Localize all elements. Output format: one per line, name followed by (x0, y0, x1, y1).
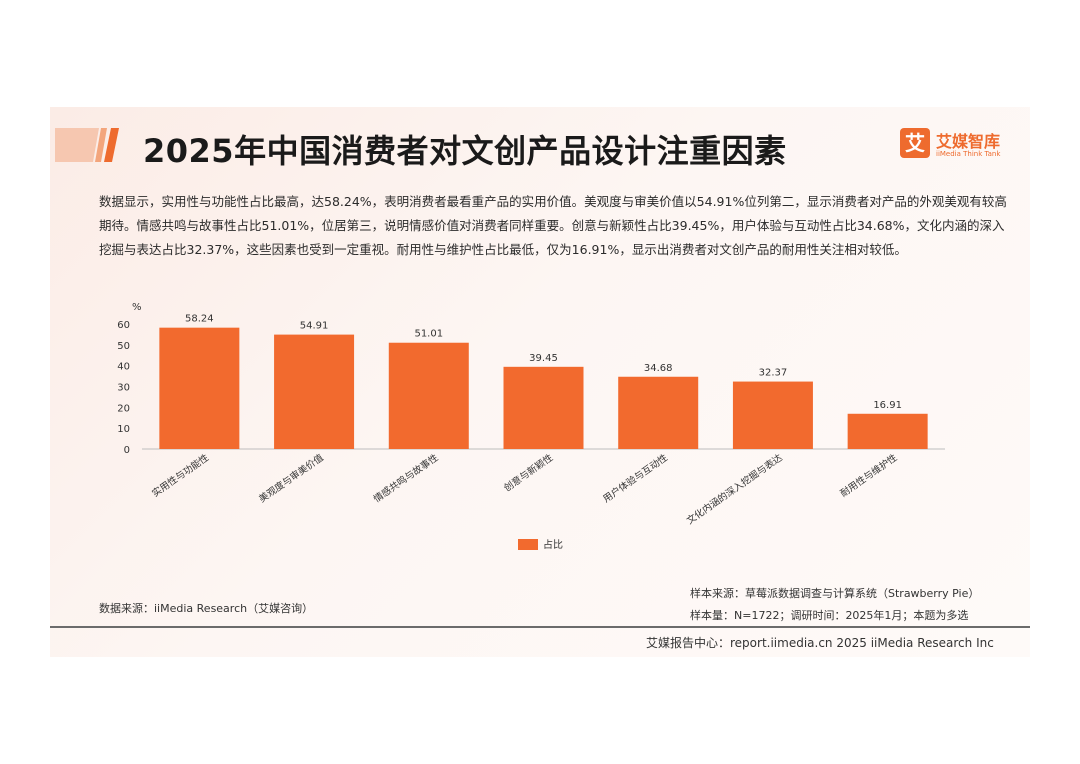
bar (847, 413, 928, 449)
y-tick-label: 40 (117, 362, 130, 373)
logo-name: 艾媒智库 (936, 132, 1001, 151)
bar (159, 327, 240, 449)
footer-divider (50, 626, 1030, 628)
y-tick-label: 30 (117, 383, 130, 394)
data-label: 51.01 (414, 329, 443, 340)
x-tick-label: 实用性与功能性 (150, 451, 212, 499)
x-tick-label: 情感共鸣与故事性 (371, 451, 441, 505)
data-label: 39.45 (529, 353, 558, 364)
bar (388, 342, 469, 449)
brand-logo: 艾 艾媒智库 iiMedia Think Tank (900, 128, 1010, 164)
y-tick-label: 20 (117, 403, 130, 414)
legend-swatch (518, 539, 538, 550)
data-label: 34.68 (644, 363, 673, 374)
x-tick-label: 美观度与审美价值 (257, 451, 327, 505)
chart-description: 数据显示，实用性与功能性占比最高，达58.24%，表明消费者最看重产品的实用价值… (99, 194, 1007, 257)
bar (274, 334, 355, 449)
bar (503, 366, 584, 449)
y-tick-label: 0 (124, 445, 130, 456)
logo-subtitle: iiMedia Think Tank (936, 150, 1001, 158)
y-tick-label: 60 (117, 320, 130, 331)
page-title: 2025年中国消费者对文创产品设计注重因素 (143, 132, 787, 170)
y-tick-label: 10 (117, 424, 130, 435)
data-label: 58.24 (185, 314, 214, 325)
logo-mark-icon: 艾 (900, 128, 930, 158)
title-stripes-icon (55, 128, 119, 162)
x-tick-label: 用户体验与互动性 (601, 451, 671, 505)
data-label: 54.91 (300, 321, 329, 332)
sample-info: 样本量：N=1722；调研时间：2025年1月；本题为多选 (690, 609, 969, 622)
report-center-link[interactable]: 艾媒报告中心：report.iimedia.cn 2025 iiMedia Re… (646, 636, 994, 650)
bar (732, 381, 813, 449)
bar (618, 376, 699, 449)
x-tick-label: 创意与新颖性 (502, 451, 556, 494)
x-tick-label: 文化内涵的深入挖掘与表达 (684, 451, 785, 527)
sample-source: 样本来源：草莓派数据调查与计算系统（Strawberry Pie） (690, 587, 980, 600)
y-axis-unit: % (132, 302, 142, 313)
data-source: 数据来源：iiMedia Research（艾媒咨询） (99, 602, 314, 615)
x-tick-label: 耐用性与维护性 (838, 451, 900, 499)
data-label: 32.37 (759, 368, 788, 379)
y-tick-label: 50 (117, 341, 130, 352)
data-label: 16.91 (873, 400, 902, 411)
legend-label: 占比 (543, 538, 563, 551)
